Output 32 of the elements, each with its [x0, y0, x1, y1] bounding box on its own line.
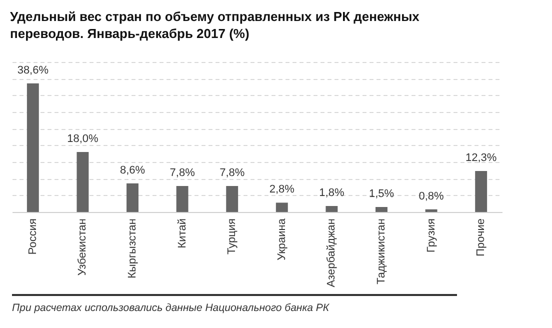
x-tick-label: Турция: [226, 218, 238, 254]
x-tick-label: Грузия: [425, 218, 438, 252]
chart-title: Удельный вес стран по объему отправленных из РК денежных переводов. Январь-декабрь 2017 (%): [10, 8, 420, 42]
data-label: 18,0%: [67, 133, 99, 145]
x-tick-label: Таджикистан: [375, 218, 388, 284]
x-tick-label: Россия: [26, 218, 39, 255]
data-label: 7,8%: [170, 167, 196, 179]
bar: [326, 206, 338, 212]
x-tick-label: Узбекистан: [76, 218, 89, 276]
bar: [276, 202, 288, 212]
bar: [226, 186, 238, 212]
bar: [26, 83, 39, 212]
data-label: 0,8%: [418, 190, 444, 202]
x-tick-label: Прочие: [475, 218, 488, 256]
text: При расчетах использовались данные Национального банка РК: [12, 302, 330, 314]
x-tick-label: Украина: [276, 218, 288, 260]
data-label: 1,8%: [319, 187, 344, 199]
x-tick-label: Китай: [176, 218, 188, 248]
bar: [176, 186, 188, 212]
data-label: 8,6%: [120, 164, 146, 176]
bar: [425, 209, 438, 212]
bar: [376, 207, 388, 212]
data-label: 12,3%: [465, 152, 497, 164]
data-label: 38,6%: [17, 64, 49, 76]
bar: [76, 152, 89, 212]
x-tick-label: Азербайджан: [326, 218, 338, 288]
bar: [475, 171, 488, 212]
bar: [126, 183, 138, 212]
data-label: 1,5%: [368, 188, 394, 200]
x-tick-label: Кыргызстан: [126, 218, 139, 278]
data-label: 7,8%: [220, 167, 245, 179]
data-label: 2,8%: [269, 184, 295, 196]
